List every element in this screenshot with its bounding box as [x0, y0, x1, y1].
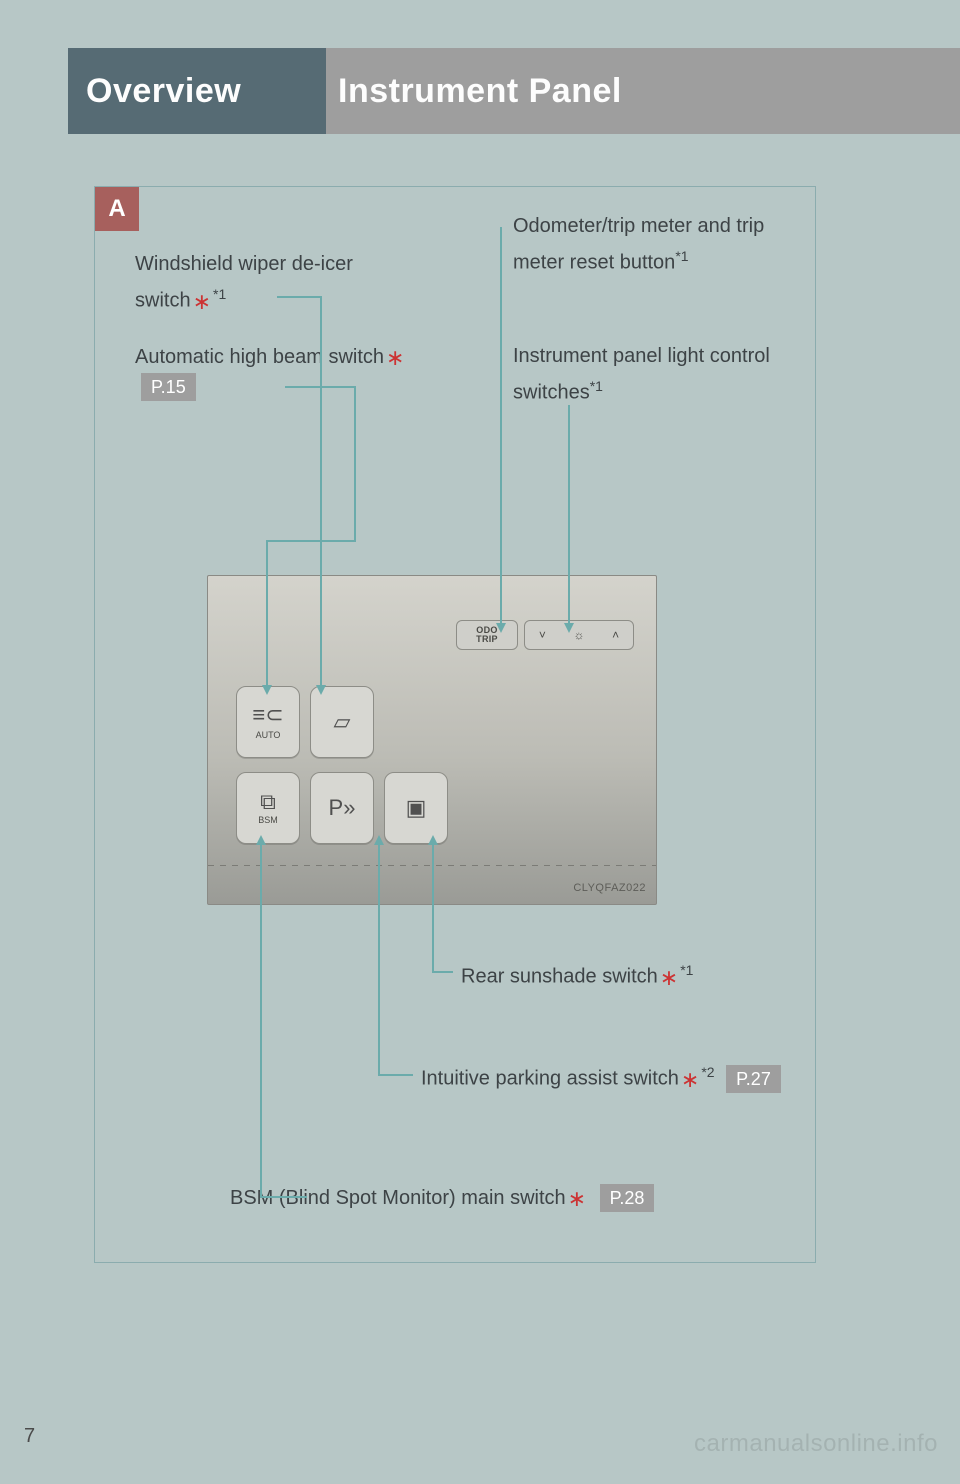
brightness-up-icon: ˄	[612, 628, 619, 642]
wiper-deicer-button: ▱	[310, 686, 374, 758]
panel-top-strip: ODO TRIP ˅ ☼ ˄	[456, 620, 634, 654]
page-ref-badge: P.15	[141, 373, 196, 401]
bsm-button: ⧉BSM	[236, 772, 300, 844]
odo-trip-button: ODO TRIP	[456, 620, 518, 650]
brightness-icon: ☼	[574, 628, 585, 642]
footnote-star-icon: ∗	[568, 1186, 586, 1211]
auto-high-beam-button: ≡⊂AUTO	[236, 686, 300, 758]
callout-iplc: Instrument panel light control switches*…	[513, 341, 803, 408]
page-number: 7	[24, 1425, 35, 1448]
bsm-icon: ⧉	[260, 791, 276, 813]
callout-bsm: BSM (Blind Spot Monitor) main switch∗ P.…	[230, 1182, 770, 1213]
headlight-icon: ≡⊂	[252, 704, 283, 726]
parking-icon: P»	[329, 797, 356, 819]
section-badge: A	[95, 187, 139, 231]
header-title-bg: Instrument Panel	[326, 48, 960, 134]
callout-sunshade: Rear sunshade switch∗*1	[461, 955, 721, 992]
page-ref-badge: P.27	[726, 1065, 781, 1093]
sunshade-icon: ▣	[406, 797, 427, 819]
content-box: A ODO TRIP ˅ ☼ ˄ ≡⊂AUTO ▱ ⧉BSM P» ▣	[94, 186, 816, 1263]
panel-row-2: ⧉BSM P» ▣	[236, 772, 448, 844]
footnote-star-icon: ∗	[681, 1067, 699, 1092]
header-title: Instrument Panel	[338, 72, 622, 111]
header-section: Overview	[86, 72, 241, 111]
defrost-icon: ▱	[334, 711, 351, 733]
footnote-star-icon: ∗	[660, 965, 678, 990]
footnote-star-icon: ∗	[386, 345, 404, 370]
header-band: Overview Instrument Panel	[0, 0, 960, 128]
watermark-text: carmanualsonline.info	[694, 1430, 938, 1458]
callout-wiper: Windshield wiper de-icer switch∗*1	[135, 249, 375, 316]
brightness-down-icon: ˅	[539, 628, 546, 642]
panel-photo: ODO TRIP ˅ ☼ ˄ ≡⊂AUTO ▱ ⧉BSM P» ▣ CLYQFA…	[207, 575, 657, 905]
sunshade-button: ▣	[384, 772, 448, 844]
callout-ahb: Automatic high beam switch∗ P.15	[135, 341, 415, 402]
footnote-star-icon: ∗	[193, 289, 211, 314]
parking-assist-button: P»	[310, 772, 374, 844]
callout-ipa: Intuitive parking assist switch∗*2 P.27	[421, 1057, 781, 1094]
page-ref-badge: P.28	[600, 1184, 655, 1212]
panel-dashline	[208, 865, 656, 866]
manual-page: Overview Instrument Panel A ODO TRIP ˅ ☼…	[0, 0, 960, 1484]
callout-odo: Odometer/trip meter and trip meter reset…	[513, 211, 793, 278]
panel-row-1: ≡⊂AUTO ▱	[236, 686, 374, 758]
brightness-switches: ˅ ☼ ˄	[524, 620, 634, 650]
header-section-bg: Overview	[68, 48, 344, 134]
image-code: CLYQFAZ022	[573, 882, 646, 894]
